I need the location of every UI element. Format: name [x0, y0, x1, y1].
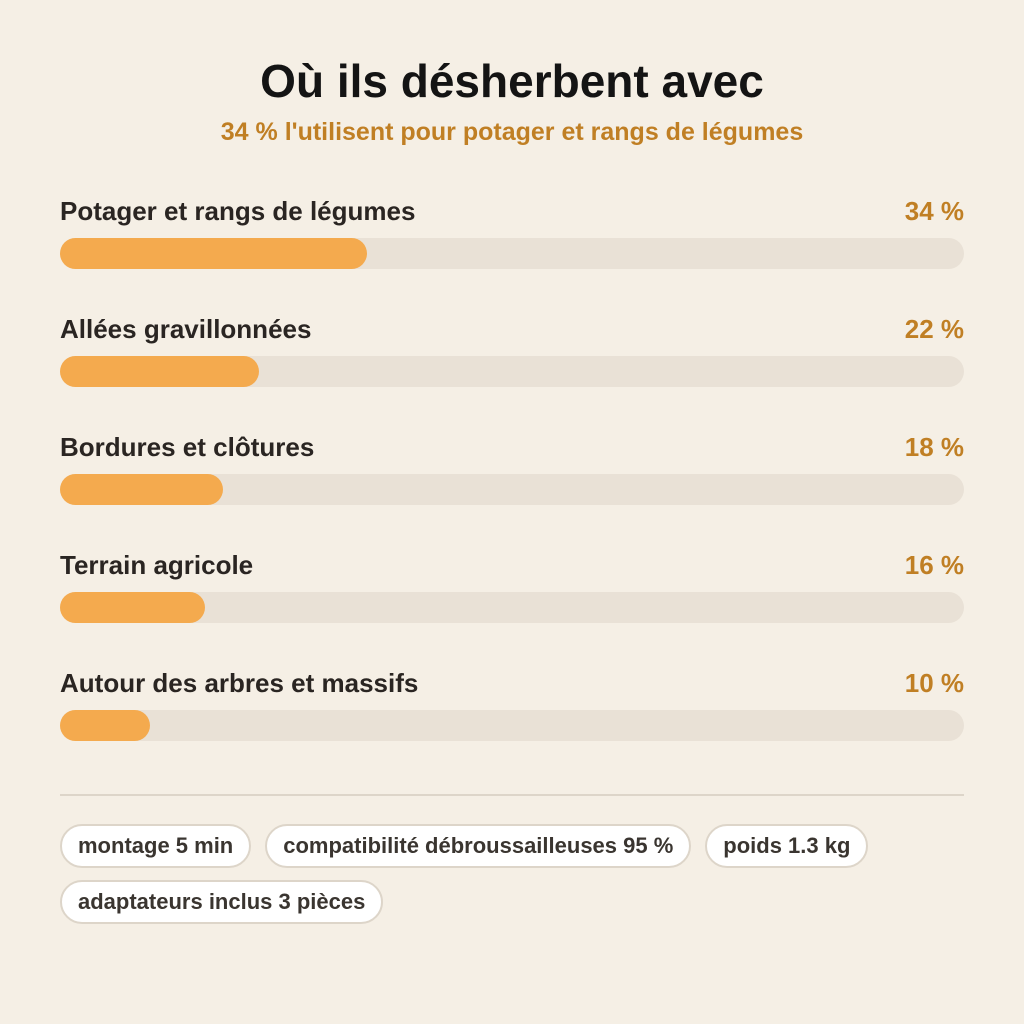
bar-value-label: 22 %: [904, 314, 964, 344]
bar-label: Bordures et clôtures: [60, 432, 315, 462]
bar-row: Autour des arbres et massifs 10 %: [60, 665, 964, 783]
bar-chart: Potager et rangs de légumes 34 % Allées gr…: [60, 193, 964, 783]
feature-chip: montage 5 min: [60, 824, 252, 868]
bar-track: [60, 238, 964, 269]
bar: [60, 474, 223, 505]
bar-label: Allées gravillonnées: [60, 314, 312, 344]
feature-chips: montage 5 min compatibilité débroussaille…: [60, 824, 964, 924]
bar-value-label: 18 %: [904, 432, 964, 462]
bar: [60, 238, 368, 269]
bar-row: Bordures et clôtures 18 %: [60, 429, 964, 547]
bar-track: [60, 710, 964, 741]
bar-value-label: 34 %: [904, 196, 964, 226]
bar-value-label: 10 %: [904, 668, 964, 698]
bar-track: [60, 474, 964, 505]
bar-track: [60, 356, 964, 387]
bar-label: Potager et rangs de légumes: [60, 196, 416, 226]
bar: [60, 592, 205, 623]
chart-title: Où ils désherbent avec: [260, 55, 764, 107]
bar-label: Autour des arbres et massifs: [60, 668, 419, 698]
bar: [60, 710, 151, 741]
feature-chip: poids 1.3 kg: [705, 824, 869, 868]
bar-row: Potager et rangs de légumes 34 %: [60, 193, 964, 311]
bar-track: [60, 592, 964, 623]
bar-label: Terrain agricole: [60, 550, 254, 580]
bar-value-label: 16 %: [904, 550, 964, 580]
bar: [60, 356, 259, 387]
chart-subtitle: 34 % l'utilisent pour potager et rangs d…: [220, 118, 804, 146]
bar-row: Allées gravillonnées 22 %: [60, 311, 964, 429]
feature-chip: adaptateurs inclus 3 pièces: [60, 880, 384, 924]
feature-chip: compatibilité débroussailleuses 95 %: [265, 824, 692, 868]
bar-row: Terrain agricole 16 %: [60, 547, 964, 665]
divider: [60, 794, 964, 796]
